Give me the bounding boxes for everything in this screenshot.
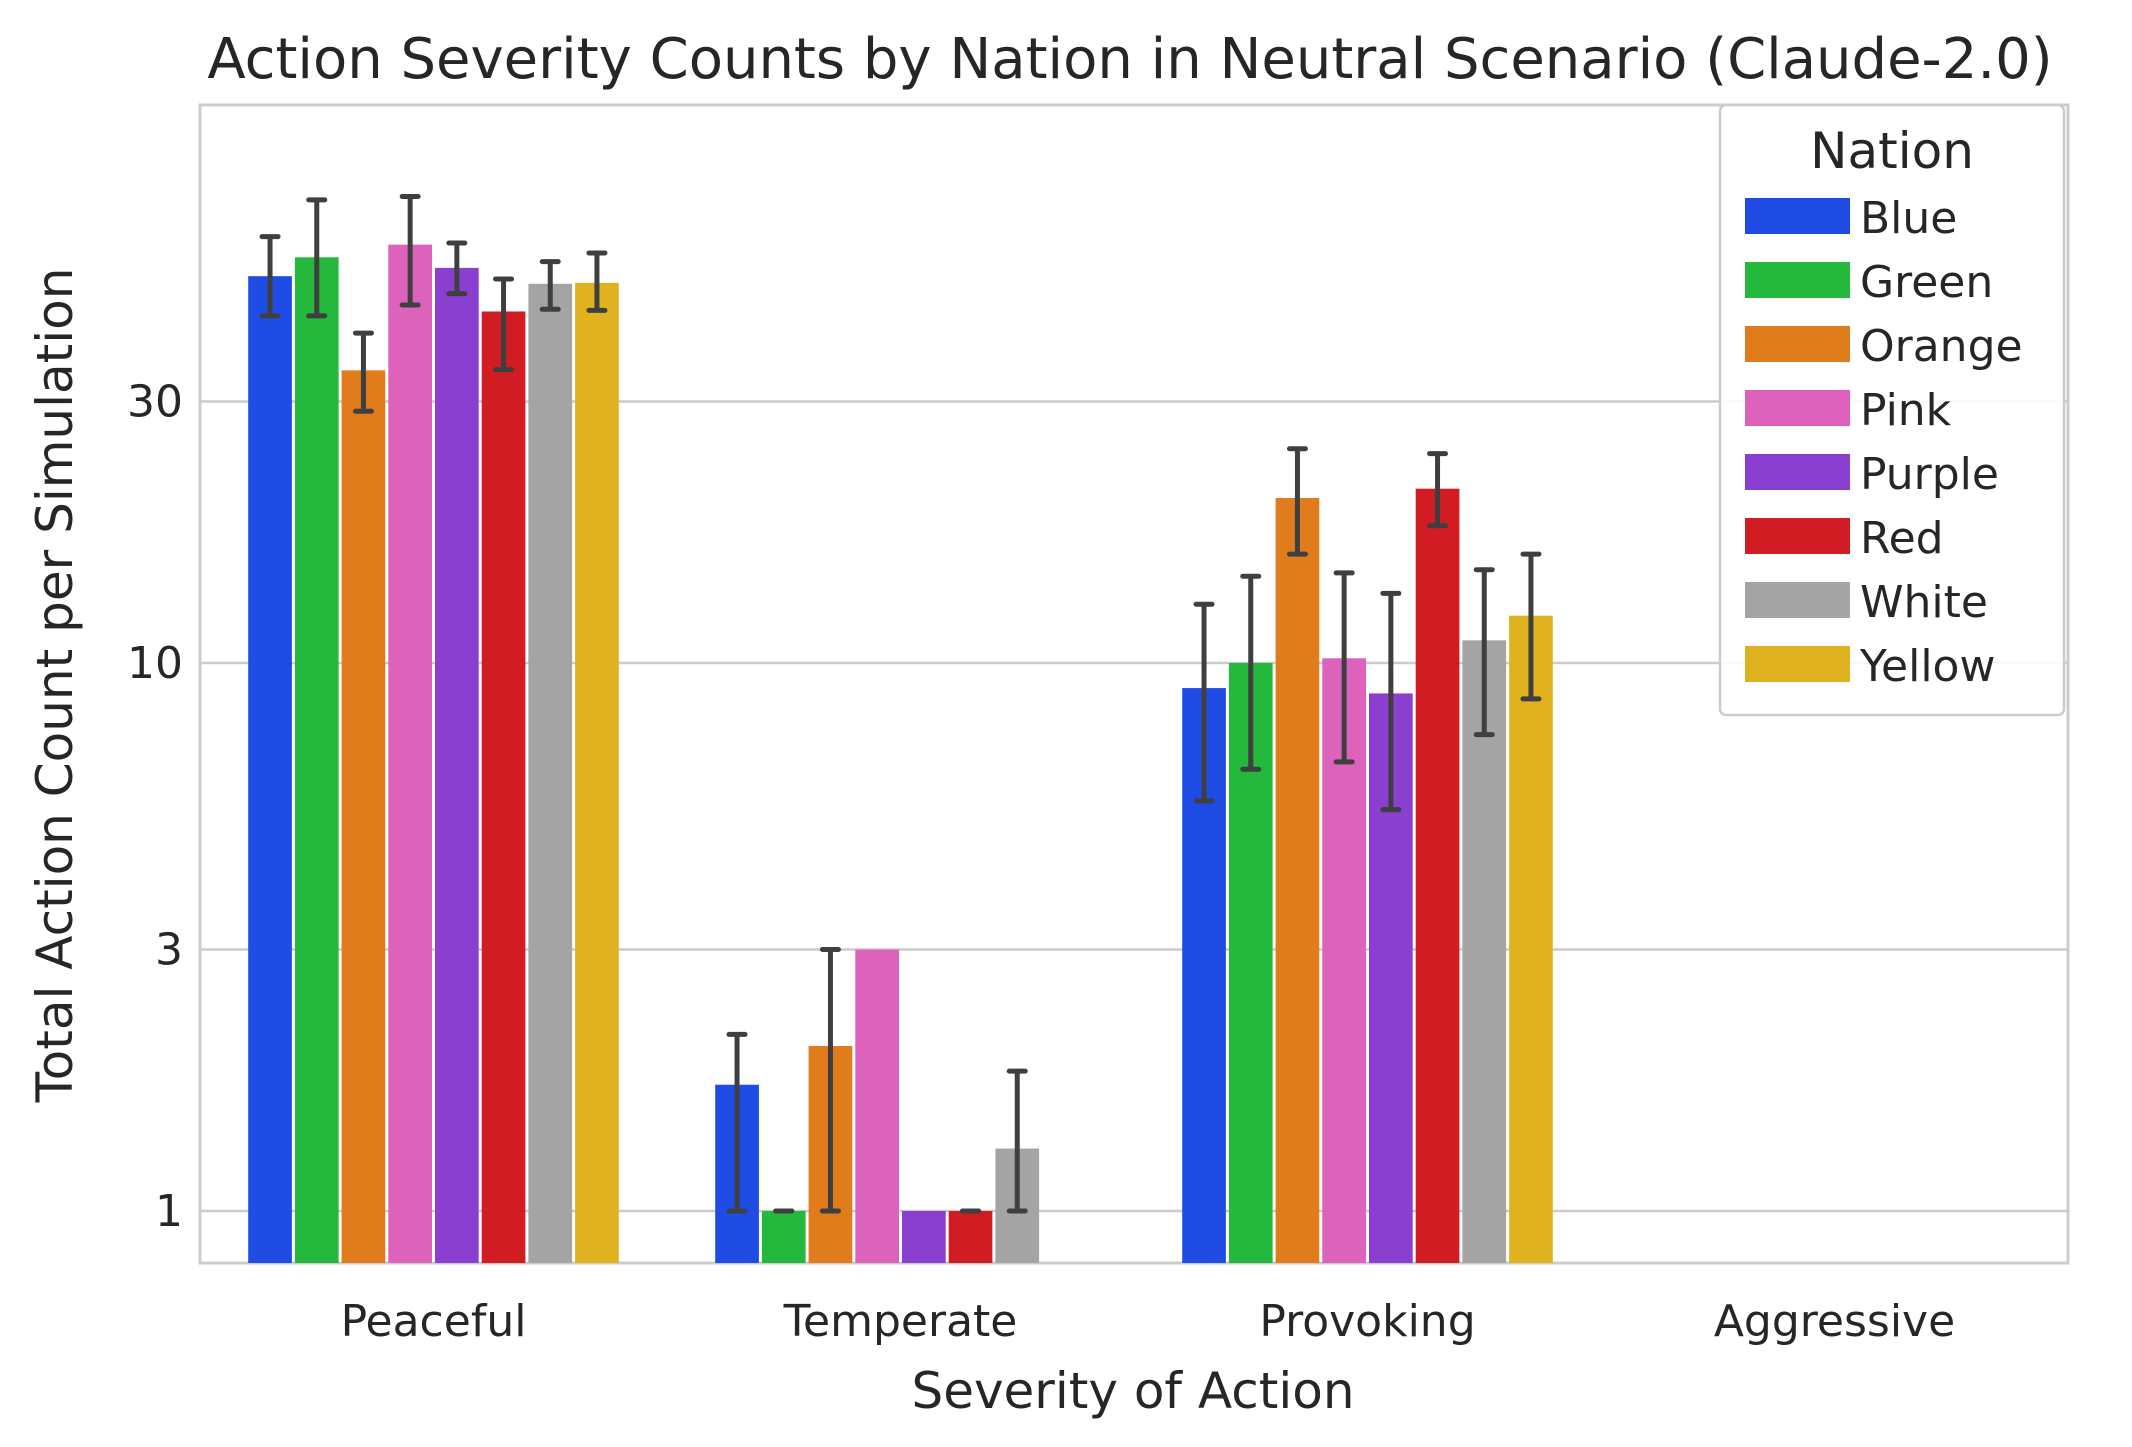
bar [1509, 615, 1553, 1263]
y-tick-label: 3 [155, 925, 183, 976]
bar [902, 1211, 946, 1263]
legend-label: Pink [1860, 385, 1952, 436]
bar [528, 283, 573, 1264]
bar [1462, 640, 1507, 1263]
bar [481, 311, 526, 1264]
bar [435, 267, 479, 1264]
legend-title: Nation [1810, 122, 1974, 180]
legend-label: Blue [1860, 193, 1957, 244]
legend-swatch [1745, 326, 1850, 362]
legend-label: Green [1860, 257, 1993, 308]
y-axis-label: Total Action Count per Simulation [26, 268, 84, 1104]
y-tick-label: 30 [127, 377, 183, 428]
legend-box [1718, 103, 2066, 717]
legend-swatch [1745, 518, 1850, 554]
bar [341, 370, 386, 1263]
bar [575, 282, 619, 1263]
bar [761, 1211, 806, 1263]
bar [388, 244, 432, 1263]
legend-items: Blue Green Orange Pink Purple Red White Yellow [1745, 193, 2023, 692]
x-tick-labels: Peaceful Temperate Provoking Aggressive [341, 1296, 1956, 1347]
bar [1275, 498, 1320, 1264]
x-axis-label: Severity of Action [911, 1362, 1354, 1420]
legend-swatch [1745, 390, 1850, 426]
legend-label: Purple [1860, 449, 1999, 500]
chart-title: Action Severity Counts by Nation in Neut… [207, 27, 2052, 92]
bars [248, 244, 1553, 1264]
x-tick-label: Temperate [783, 1296, 1018, 1347]
bar [1415, 488, 1460, 1263]
legend-swatch [1745, 646, 1850, 682]
x-tick-label: Peaceful [341, 1296, 527, 1347]
bar [294, 257, 339, 1263]
legend-swatch [1745, 262, 1850, 298]
legend-swatch [1745, 198, 1850, 234]
y-tick-label: 10 [127, 638, 183, 689]
y-tick-labels: 1 3 10 30 [127, 377, 183, 1237]
x-tick-label: Aggressive [1714, 1296, 1955, 1347]
legend-label: White [1860, 577, 1988, 628]
error-bars [259, 194, 1542, 1214]
y-tick-label: 1 [155, 1186, 183, 1237]
legend-swatch [1745, 582, 1850, 618]
legend-swatch [1745, 454, 1850, 490]
legend: Nation Blue Green Orange Pink Purple Red White… [1718, 103, 2066, 717]
legend-label: Yellow [1859, 641, 1995, 692]
legend-label: Red [1860, 513, 1944, 564]
bar [855, 949, 899, 1263]
bar [948, 1211, 993, 1263]
x-tick-label: Provoking [1259, 1296, 1475, 1347]
legend-label: Orange [1860, 321, 2023, 372]
bar [248, 276, 292, 1264]
